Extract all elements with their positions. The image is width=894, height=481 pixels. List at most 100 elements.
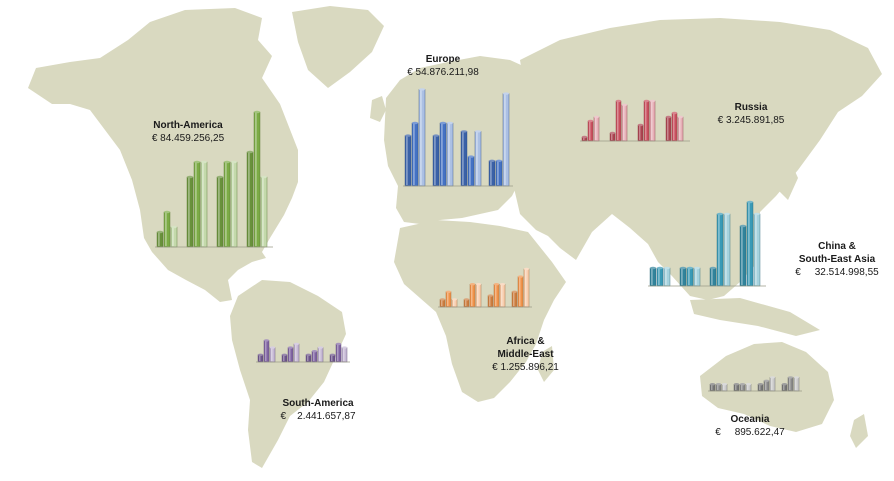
bar-highlight — [289, 348, 291, 361]
bar-highlight — [589, 122, 591, 140]
bar-mark — [723, 213, 731, 287]
bar-highlight — [741, 385, 743, 390]
bar-mark — [649, 267, 657, 287]
bar-highlight — [434, 136, 436, 185]
region-name: North-America — [153, 120, 223, 131]
bar-cap — [318, 346, 323, 349]
bar-highlight — [501, 285, 503, 306]
bar-highlight — [717, 385, 719, 390]
bar-highlight — [447, 292, 449, 306]
region-amount: € 895.622,47 — [715, 427, 785, 438]
bar-highlight — [441, 124, 443, 185]
bar-highlight — [490, 161, 492, 185]
bar-mark — [693, 267, 701, 287]
bar-cap — [734, 383, 739, 386]
bar-cap — [194, 160, 200, 164]
bar-mark — [746, 201, 754, 287]
bar-cap — [610, 131, 615, 135]
bar-highlight — [188, 178, 190, 246]
bar-highlight — [513, 292, 515, 306]
landmass-japan — [776, 160, 798, 200]
region-amount: € 3.245.891,85 — [717, 115, 785, 126]
bar-highlight — [695, 269, 697, 285]
bar-cap — [740, 224, 746, 228]
landmass-south-america — [230, 280, 346, 468]
landmass-asia — [514, 18, 882, 300]
bar-highlight — [595, 118, 597, 140]
bar-mark — [495, 160, 503, 187]
bar-mark — [679, 267, 687, 287]
world-map — [28, 6, 882, 468]
bar-highlight — [319, 348, 321, 361]
bar-cap — [582, 135, 587, 139]
bar-highlight — [759, 385, 761, 390]
bar-highlight — [741, 227, 743, 285]
bar-highlight — [783, 385, 785, 390]
bar-highlight — [453, 300, 455, 306]
bar-cap — [294, 342, 299, 346]
bar-highlight — [645, 102, 647, 140]
bar-highlight — [172, 228, 174, 246]
bar-highlight — [639, 126, 641, 140]
bar-highlight — [476, 132, 478, 185]
region-name: Russia — [734, 102, 768, 113]
label-africa-middle-east: Africa & Middle-East € 1.255.896,21 — [478, 335, 573, 374]
bar-highlight — [413, 124, 415, 185]
bar-highlight — [313, 352, 315, 361]
bar-cap — [412, 121, 418, 125]
landmass-north-america — [28, 8, 298, 302]
label-china-southeast-asia: China & South-East Asia € 32.514.998,55 — [782, 240, 892, 279]
bar-cap — [468, 155, 474, 158]
region-name-line-2: Middle-East — [497, 349, 554, 360]
bar-cap — [264, 339, 269, 342]
landmass-madagascar — [538, 346, 554, 382]
bar-highlight — [665, 269, 667, 285]
bar-highlight — [271, 348, 273, 361]
bar-highlight — [679, 118, 681, 140]
bar-cap — [447, 121, 453, 125]
bar-cap — [494, 283, 499, 286]
bar-mark — [404, 135, 412, 187]
region-amount: € 54.876.211,98 — [407, 67, 479, 78]
bar-mark — [253, 111, 261, 248]
bar-mark — [193, 161, 201, 248]
bar-highlight — [495, 285, 497, 306]
bar-cap — [312, 350, 317, 353]
bar-cap — [694, 266, 700, 270]
bar-cap — [475, 130, 481, 133]
bar-highlight — [295, 345, 297, 361]
bar-cap — [440, 121, 446, 125]
bar-highlight — [651, 269, 653, 285]
bar-cap — [650, 266, 656, 270]
bar-highlight — [462, 132, 464, 185]
bar-highlight — [658, 269, 660, 285]
bar-cap — [746, 383, 751, 386]
bar-mark — [170, 226, 178, 248]
bar-cap — [770, 376, 775, 379]
bar-highlight — [765, 381, 767, 390]
bar-cap — [503, 92, 509, 95]
bar-highlight — [202, 163, 204, 246]
bar-highlight — [748, 203, 750, 285]
region-amount: € 32.514.998,55 — [795, 267, 879, 278]
bar-cap — [710, 383, 715, 386]
bar-mark — [460, 131, 468, 187]
bar-mark — [200, 161, 208, 248]
bar-cap — [261, 175, 267, 179]
region-amount: € 1.255.896,21 — [492, 362, 559, 373]
bar-highlight — [497, 161, 499, 185]
bar-cap — [446, 290, 451, 293]
bar-cap — [687, 266, 693, 270]
bar-highlight — [725, 215, 727, 285]
bar-cap — [716, 383, 721, 386]
bar-highlight — [232, 163, 234, 246]
regional-bar-charts — [155, 88, 802, 392]
bar-mark — [186, 176, 194, 248]
bar-highlight — [307, 355, 309, 361]
bar-highlight — [718, 215, 720, 285]
bar-cap — [464, 298, 469, 301]
bar-cap — [217, 175, 223, 179]
bar-mark — [663, 267, 671, 287]
bar-mark — [716, 213, 724, 287]
bar-highlight — [611, 134, 613, 140]
